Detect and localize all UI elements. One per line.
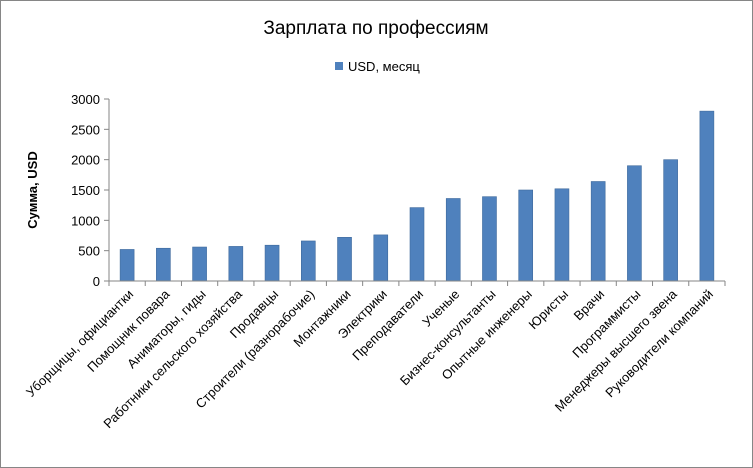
bar xyxy=(373,234,389,282)
y-tick-label: 0 xyxy=(93,274,100,289)
bar xyxy=(337,237,352,282)
bar xyxy=(156,247,171,282)
bar xyxy=(518,189,534,282)
bar xyxy=(264,244,280,282)
y-tick-label: 1500 xyxy=(71,183,100,198)
bar xyxy=(192,246,207,282)
y-axis-title: Сумма, USD xyxy=(25,151,40,228)
bar xyxy=(590,181,606,282)
bar xyxy=(409,207,425,282)
y-tick-label: 1000 xyxy=(71,213,100,228)
bar xyxy=(699,110,715,282)
chart-title: Зарплата по профессиям xyxy=(263,18,488,39)
bar xyxy=(445,198,461,282)
bar xyxy=(228,246,244,282)
legend: USD, месяц xyxy=(335,59,420,74)
bar xyxy=(300,240,316,282)
y-tick-label: 2000 xyxy=(71,153,100,168)
y-tick-label: 2500 xyxy=(71,122,100,137)
y-tick-label: 3000 xyxy=(71,92,100,107)
legend-swatch xyxy=(335,62,343,70)
bar xyxy=(482,196,497,282)
bar xyxy=(554,188,570,282)
bar xyxy=(119,249,135,282)
y-tick-label: 500 xyxy=(78,244,100,259)
y-axis-ticks: 0 500 1000 1500 2000 2500 3000 xyxy=(71,92,109,289)
x-category-label: Юристы xyxy=(525,287,571,333)
bar xyxy=(627,165,642,282)
legend-label: USD, месяц xyxy=(348,59,420,74)
x-axis-ticks xyxy=(108,281,726,286)
bar xyxy=(663,159,678,282)
bars xyxy=(119,110,715,282)
